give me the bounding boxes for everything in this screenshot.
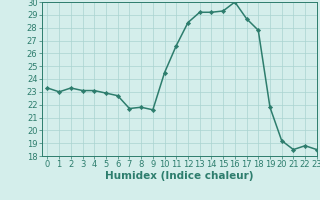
X-axis label: Humidex (Indice chaleur): Humidex (Indice chaleur) <box>105 171 253 181</box>
